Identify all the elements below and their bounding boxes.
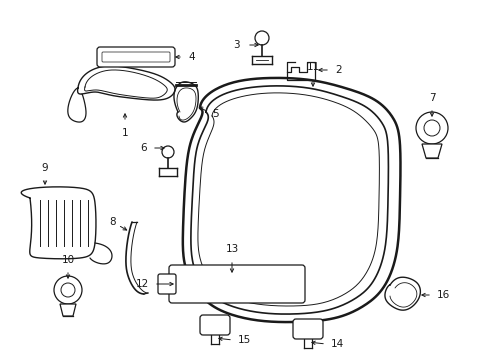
Polygon shape [60,304,76,316]
Text: 1: 1 [122,128,128,138]
Text: 9: 9 [41,163,48,173]
Text: 10: 10 [61,255,74,265]
FancyBboxPatch shape [169,265,305,303]
FancyBboxPatch shape [292,319,323,339]
Text: 5: 5 [212,109,218,119]
FancyBboxPatch shape [200,315,229,335]
Text: 2: 2 [334,65,341,75]
Text: 16: 16 [436,290,449,300]
FancyBboxPatch shape [158,274,176,294]
Text: 14: 14 [330,339,344,349]
Text: 13: 13 [225,244,238,254]
Text: 15: 15 [238,335,251,345]
Text: 11: 11 [306,62,319,72]
Text: 8: 8 [109,217,116,227]
Text: 12: 12 [136,279,149,289]
Text: 3: 3 [233,40,240,50]
Text: 7: 7 [428,93,434,103]
FancyBboxPatch shape [102,52,170,62]
Text: 4: 4 [187,52,194,62]
Polygon shape [421,144,441,158]
Text: 6: 6 [140,143,147,153]
FancyBboxPatch shape [97,47,175,67]
